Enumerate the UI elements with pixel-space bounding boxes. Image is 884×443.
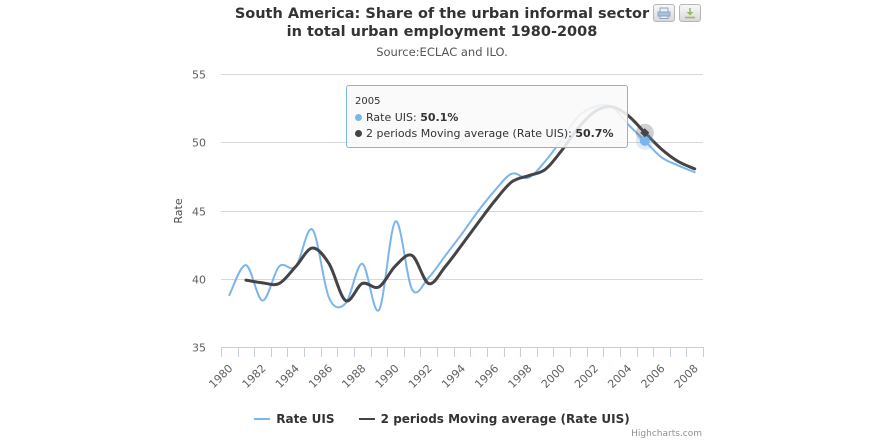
x-tick-label: 2002 <box>572 362 601 391</box>
y-axis-labels: 35 40 45 50 55 <box>192 69 206 355</box>
hover-marker-moving-average <box>640 128 650 138</box>
legend-line-icon <box>358 417 375 420</box>
x-tick-label: 2006 <box>639 362 668 391</box>
y-axis-title: Rate <box>172 198 185 223</box>
credits-link[interactable]: Highcharts.com <box>631 429 702 439</box>
x-tick-label: 1984 <box>273 362 302 391</box>
hover-marker-rate-uis <box>639 135 650 146</box>
tooltip-header: 2005 <box>355 96 381 107</box>
legend-line-icon <box>254 417 271 420</box>
x-tick-label: 1994 <box>439 362 468 391</box>
chart-subtitle: Source:ECLAC and ILO. <box>376 45 508 59</box>
tooltip-value: 50.7% <box>575 127 614 140</box>
x-tick-label: 1982 <box>240 362 269 391</box>
x-tick-label: 1998 <box>506 362 535 391</box>
tooltip: 2005 Rate UIS: 50.1% 2 periods Moving av… <box>346 85 628 148</box>
series-dot-icon <box>355 130 362 137</box>
tooltip-label: Rate UIS: <box>366 111 421 124</box>
legend-label: 2 periods Moving average (Rate UIS) <box>380 412 630 426</box>
x-tick-label: 2000 <box>539 362 568 391</box>
tooltip-value: 50.1% <box>420 111 459 124</box>
x-tick-label: 2004 <box>605 362 634 391</box>
legend: Rate UIS 2 periods Moving average (Rate … <box>0 412 884 426</box>
y-tick-label: 55 <box>192 69 206 82</box>
y-tick-label: 40 <box>192 274 206 287</box>
download-button[interactable] <box>679 4 701 22</box>
legend-label: Rate UIS <box>276 412 335 426</box>
x-tick-label: 1990 <box>373 362 402 391</box>
legend-item-rate-uis[interactable]: Rate UIS <box>254 412 334 426</box>
x-tick-label: 1986 <box>306 362 335 391</box>
x-tick-label: 1988 <box>339 362 368 391</box>
printer-icon <box>657 7 671 19</box>
legend-item-moving-average[interactable]: 2 periods Moving average (Rate UIS) <box>358 412 630 426</box>
y-tick-label: 35 <box>192 342 206 355</box>
x-tick-label: 1980 <box>206 362 235 391</box>
tooltip-row-rate: Rate UIS: 50.1% <box>355 110 619 126</box>
tooltip-row-moving-average: 2 periods Moving average (Rate UIS): 50.… <box>355 126 619 142</box>
chart-title-line-1: South America: Share of the urban inform… <box>234 6 650 22</box>
x-tick-label: 1992 <box>406 362 435 391</box>
series-dot-icon <box>355 114 362 121</box>
x-axis <box>221 347 704 357</box>
x-tick-label: 2008 <box>672 362 701 391</box>
chart-title-line-2: in total urban employment 1980-2008 <box>286 24 598 40</box>
print-button[interactable] <box>653 4 675 22</box>
chart-title: South America: Share of the urban inform… <box>0 5 884 41</box>
hover-markers <box>635 123 654 150</box>
x-tick-label: 1996 <box>472 362 501 391</box>
y-tick-label: 50 <box>192 137 206 150</box>
y-tick-label: 45 <box>192 206 206 219</box>
x-axis-labels: 1980 1982 1984 1986 1988 1990 1992 1994 1996 1998… <box>206 362 700 391</box>
download-icon <box>685 8 695 19</box>
tooltip-label: 2 periods Moving average (Rate UIS): <box>366 127 576 140</box>
